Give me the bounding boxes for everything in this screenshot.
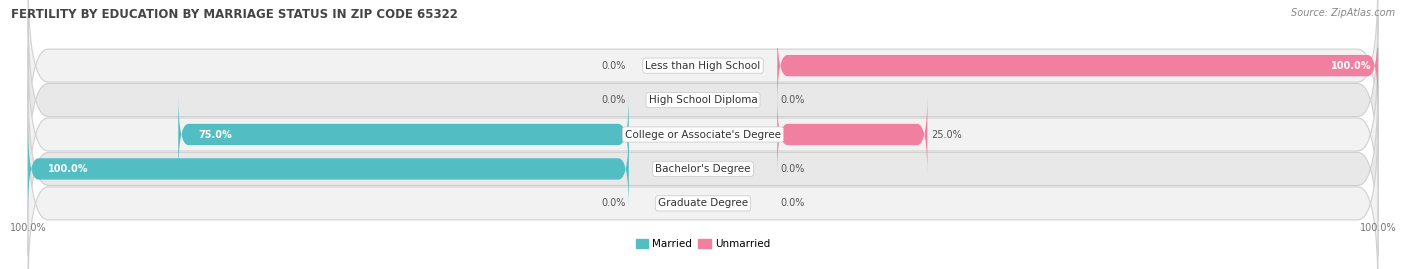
Text: 75.0%: 75.0% <box>198 129 232 140</box>
Text: High School Diploma: High School Diploma <box>648 95 758 105</box>
Text: 0.0%: 0.0% <box>600 61 626 71</box>
Text: FERTILITY BY EDUCATION BY MARRIAGE STATUS IN ZIP CODE 65322: FERTILITY BY EDUCATION BY MARRIAGE STATU… <box>11 8 458 21</box>
Text: 0.0%: 0.0% <box>780 164 806 174</box>
FancyBboxPatch shape <box>28 82 1378 256</box>
FancyBboxPatch shape <box>28 48 1378 221</box>
FancyBboxPatch shape <box>28 0 1378 153</box>
Text: 100.0%: 100.0% <box>1330 61 1371 71</box>
FancyBboxPatch shape <box>28 116 1378 269</box>
Text: 0.0%: 0.0% <box>600 198 626 208</box>
FancyBboxPatch shape <box>28 13 1378 187</box>
Text: College or Associate's Degree: College or Associate's Degree <box>626 129 780 140</box>
FancyBboxPatch shape <box>778 25 1378 107</box>
Text: Less than High School: Less than High School <box>645 61 761 71</box>
Text: 0.0%: 0.0% <box>600 95 626 105</box>
Text: 100.0%: 100.0% <box>48 164 89 174</box>
FancyBboxPatch shape <box>179 94 628 175</box>
Text: 0.0%: 0.0% <box>780 95 806 105</box>
Text: Graduate Degree: Graduate Degree <box>658 198 748 208</box>
Text: 25.0%: 25.0% <box>931 129 962 140</box>
FancyBboxPatch shape <box>28 128 628 210</box>
Legend: Married, Unmarried: Married, Unmarried <box>631 235 775 253</box>
Text: Bachelor's Degree: Bachelor's Degree <box>655 164 751 174</box>
FancyBboxPatch shape <box>778 94 928 175</box>
Text: 0.0%: 0.0% <box>780 198 806 208</box>
Text: Source: ZipAtlas.com: Source: ZipAtlas.com <box>1291 8 1395 18</box>
